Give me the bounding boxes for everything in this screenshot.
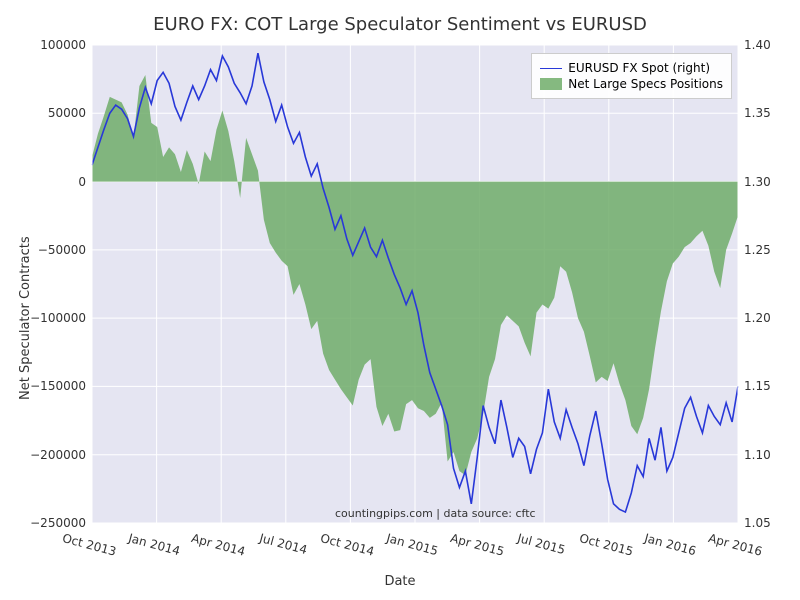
tick: −50000	[38, 243, 86, 257]
legend-label-2: Net Large Specs Positions	[568, 77, 723, 91]
legend: EURUSD FX Spot (right) Net Large Specs P…	[531, 53, 732, 99]
tick: −150000	[30, 379, 86, 393]
legend-item-line: EURUSD FX Spot (right)	[540, 61, 723, 75]
patch-swatch	[540, 78, 562, 90]
tick: 50000	[48, 106, 86, 120]
x-axis-label: Date	[0, 574, 800, 589]
tick: 1.35	[744, 106, 771, 120]
tick: 1.30	[744, 175, 771, 189]
chart-container: EURO FX: COT Large Speculator Sentiment …	[0, 0, 800, 600]
tick: 1.40	[744, 38, 771, 52]
tick: −250000	[30, 516, 86, 530]
tick: 1.05	[744, 516, 771, 530]
tick: −200000	[30, 448, 86, 462]
legend-label-1: EURUSD FX Spot (right)	[568, 61, 710, 75]
tick: 1.10	[744, 448, 771, 462]
line-swatch	[540, 68, 562, 69]
tick: 1.25	[744, 243, 771, 257]
tick: −100000	[30, 311, 86, 325]
tick: 0	[78, 175, 86, 189]
tick: 1.20	[744, 311, 771, 325]
tick: 100000	[40, 38, 86, 52]
caption: countingpips.com | data source: cftc	[335, 507, 536, 520]
tick: 1.15	[744, 379, 771, 393]
legend-item-patch: Net Large Specs Positions	[540, 77, 723, 91]
